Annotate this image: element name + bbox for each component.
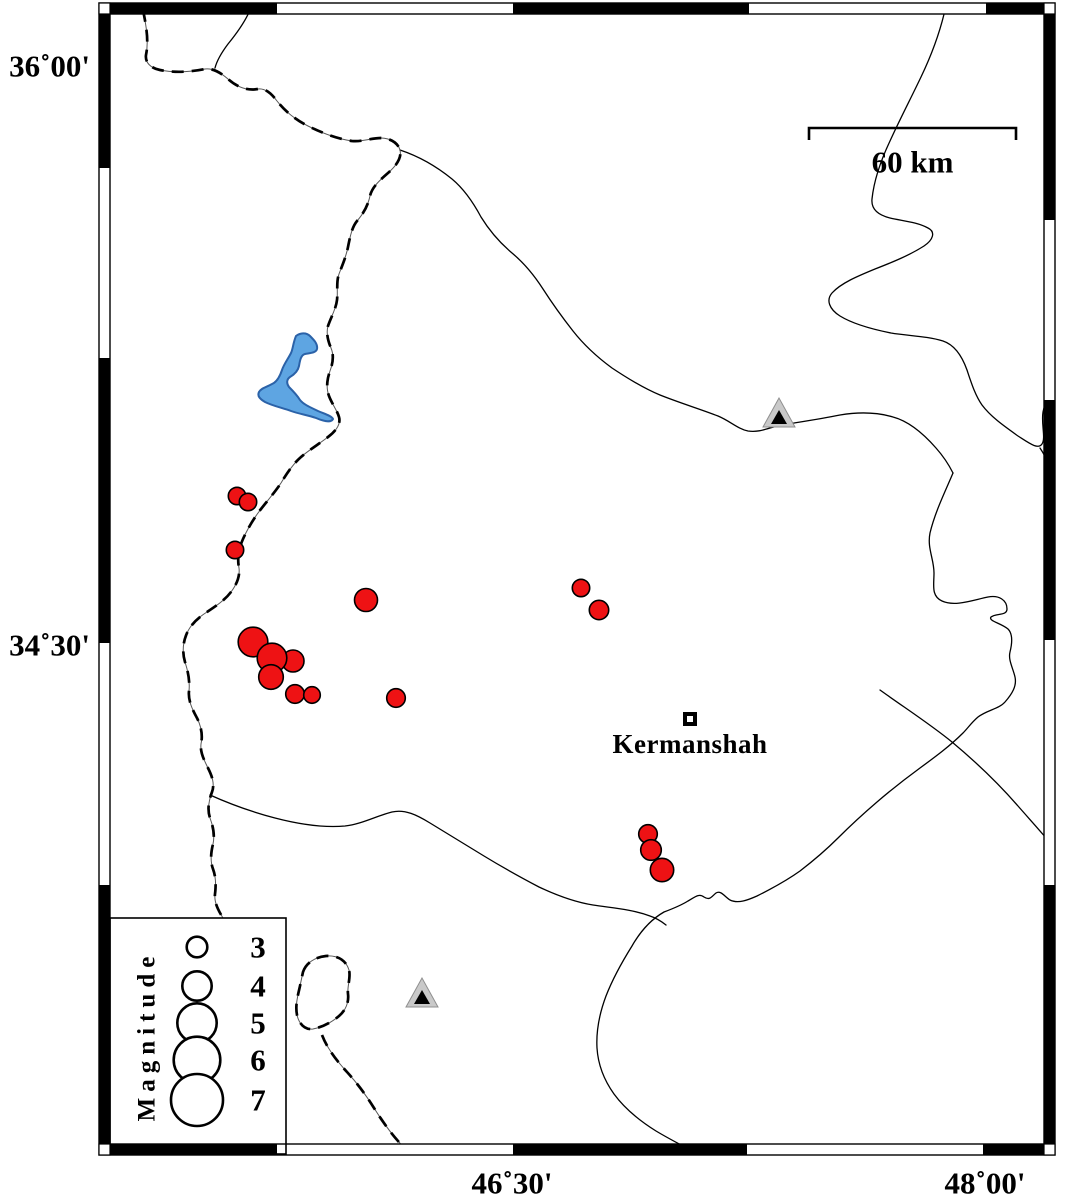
frame-segment-right <box>1044 14 1055 220</box>
boundary-line-south-west <box>209 794 667 926</box>
scale-bar-line <box>807 126 1018 140</box>
border-dashes <box>142 14 402 919</box>
border-south-dashes <box>320 1034 403 1144</box>
frame-segment-left <box>99 358 110 643</box>
border-enclave-dashes <box>294 954 351 1031</box>
legend-magnitude-label: 7 <box>250 1083 266 1118</box>
earthquake-marker <box>257 663 285 691</box>
city-kermanshah: Kermanshah <box>612 712 767 759</box>
legend-magnitude-label: 3 <box>250 930 266 965</box>
station-triangle-inner <box>771 410 787 424</box>
magnitude-legend: Magnitude 3 456 7 <box>109 917 287 1155</box>
legend-magnitude-circle <box>169 1072 225 1128</box>
earthquake-marker <box>588 599 610 621</box>
earthquake-marker <box>639 838 663 862</box>
boundary-line-north-short <box>214 14 249 69</box>
earthquake-marker <box>571 578 591 598</box>
station-layer <box>405 396 796 1008</box>
lat-label-34-30: 34˚30' <box>9 628 90 663</box>
lon-label-48-00: 48˚00' <box>945 1166 1026 1201</box>
frame-segment-top <box>986 3 1044 14</box>
legend-magnitude-label: 6 <box>250 1043 266 1078</box>
legend-magnitude-circle <box>185 935 209 959</box>
earthquake-marker <box>284 683 306 705</box>
frame-segment-bottom <box>110 1144 277 1155</box>
scale-bar: 60 km <box>807 126 1018 180</box>
frame-corner-square <box>98 2 111 15</box>
frame-segment-left <box>99 14 110 168</box>
frame-segment-bottom <box>983 1144 1044 1155</box>
frame-segment-left <box>99 885 110 1144</box>
border-south-underlay <box>321 1034 402 1144</box>
lake <box>257 332 335 423</box>
earthquake-marker <box>649 857 675 883</box>
frame-corner-square <box>98 1143 111 1156</box>
legend-title: Magnitude <box>134 951 161 1122</box>
river-line-central <box>399 149 954 474</box>
river-line-northeast-meander <box>828 14 1044 447</box>
earthquake-marker <box>238 492 258 512</box>
earthquake-layer <box>225 486 675 883</box>
map-canvas: Kermanshah 60 km <box>142 14 1044 1144</box>
map-frame <box>98 2 1056 1156</box>
earthquake-marker <box>385 687 407 709</box>
city-square-marker <box>683 712 697 726</box>
frame-segment-right <box>1044 885 1055 1144</box>
international-border <box>142 14 403 1144</box>
frame-segment-right <box>1044 400 1055 640</box>
frame-segment-top <box>513 3 749 14</box>
legend-magnitude-circle <box>181 969 214 1002</box>
earthquake-marker <box>225 540 245 560</box>
earthquake-marker <box>353 587 379 613</box>
city-label: Kermanshah <box>612 729 767 759</box>
frame-corner-square <box>1043 2 1056 15</box>
lon-label-46-30: 46˚30' <box>472 1166 553 1201</box>
scale-bar-label: 60 km <box>872 145 954 180</box>
boundary-line-southeast <box>596 472 1017 1144</box>
river-line-lower-right <box>879 689 1044 837</box>
frame-segment-bottom <box>513 1144 747 1155</box>
border-underlay <box>143 14 401 919</box>
station-triangle-inner <box>414 990 430 1004</box>
lat-label-36-00: 36˚00' <box>9 49 90 84</box>
earthquake-marker <box>302 685 322 705</box>
frame-corner-square <box>1043 1143 1056 1156</box>
legend-entries: 3 456 7 <box>169 930 266 1128</box>
legend-magnitude-label: 4 <box>250 969 266 1004</box>
river-line-east-edge <box>1039 447 1044 456</box>
legend-magnitude-label: 5 <box>250 1006 266 1041</box>
frame-segment-top <box>110 3 277 14</box>
